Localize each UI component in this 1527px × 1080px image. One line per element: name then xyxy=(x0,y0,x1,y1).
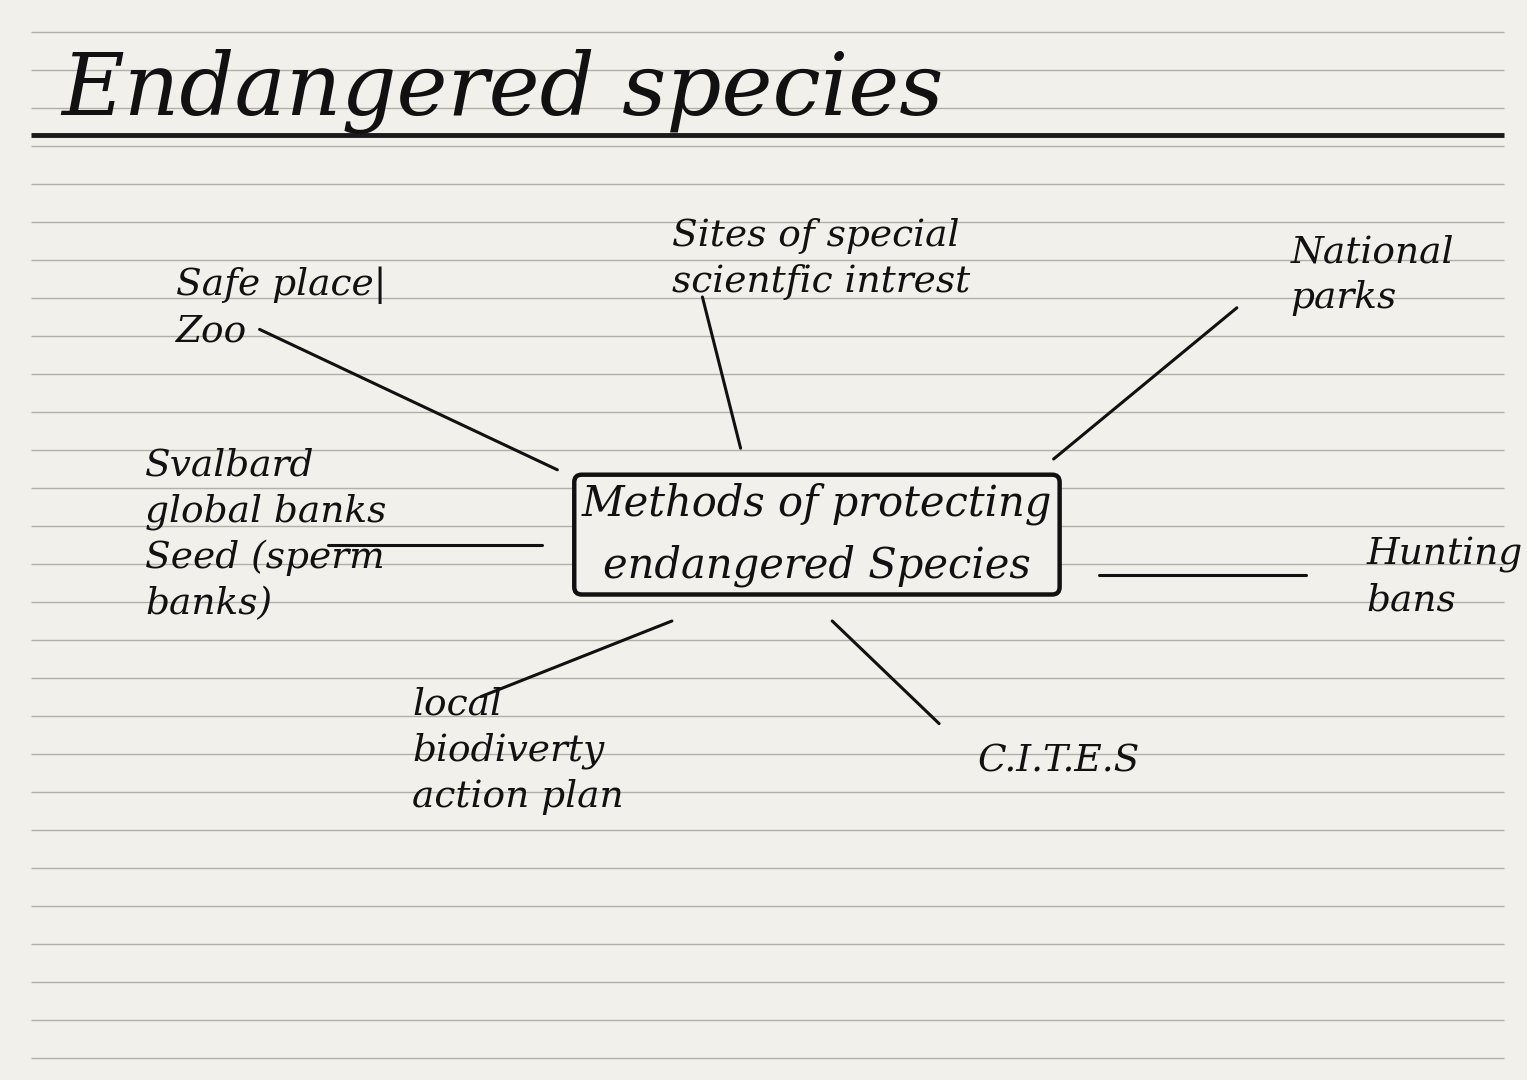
Text: local
biodiverty
action plan: local biodiverty action plan xyxy=(412,687,625,814)
Text: National
parks: National parks xyxy=(1290,234,1454,316)
Text: Safe place|
Zoo: Safe place| Zoo xyxy=(176,266,386,350)
Text: C.I.T.E.S: C.I.T.E.S xyxy=(977,743,1139,780)
Text: Endangered species: Endangered species xyxy=(61,50,944,134)
Text: Svalbard
global banks
Seed (sperm
banks): Svalbard global banks Seed (sperm banks) xyxy=(145,447,386,622)
Text: Methods of protecting
endangered Species: Methods of protecting endangered Species xyxy=(582,482,1052,588)
Text: Sites of special
scientfic intrest: Sites of special scientfic intrest xyxy=(672,218,970,300)
Text: Hunting
bans: Hunting bans xyxy=(1367,537,1522,619)
